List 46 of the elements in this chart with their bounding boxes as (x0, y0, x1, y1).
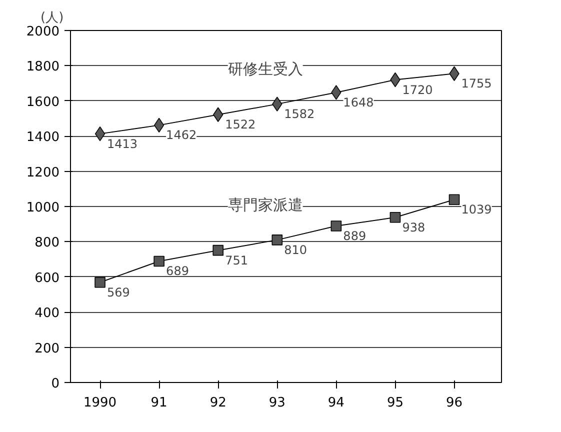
y-tick-label: 1600 (26, 94, 60, 110)
point (154, 118, 164, 133)
data-label: 751 (225, 253, 248, 268)
y-tick-label: 1800 (26, 60, 60, 75)
point (330, 220, 342, 232)
x-tick-label: 91 (150, 396, 168, 410)
y-tick-label: 2000 (26, 24, 60, 40)
point (390, 212, 401, 223)
data-label: 1039 (461, 202, 492, 217)
series-label: 研修生受入 (228, 60, 303, 78)
y-axis-title: (人) (40, 10, 64, 26)
x-tick-label: 94 (328, 396, 344, 410)
data-label: 689 (166, 264, 189, 278)
x-tick-label: 96 (446, 396, 463, 410)
y-tick-label: 1200 (26, 165, 60, 180)
y-tick-label: 400 (34, 306, 60, 322)
point (272, 96, 282, 112)
y-tick-label: 600 (34, 270, 60, 286)
point (212, 244, 224, 256)
point (448, 194, 460, 206)
data-label: 1648 (343, 95, 374, 110)
point (94, 276, 106, 288)
x-tick-label: 93 (268, 396, 286, 410)
x-tick-label: 92 (210, 396, 226, 410)
y-tick-label: 0 (51, 376, 60, 392)
point (94, 126, 106, 142)
data-label: 1413 (107, 136, 138, 151)
y-tick-label: 800 (34, 236, 60, 251)
x-tick-label: 95 (386, 396, 404, 410)
data-label: 569 (107, 285, 130, 300)
data-label: 938 (402, 220, 426, 234)
data-label: 889 (343, 229, 366, 244)
point (272, 234, 283, 246)
data-label: 1582 (284, 107, 315, 122)
data-label: 810 (284, 242, 308, 257)
series-label: 専門家派遣 (228, 196, 303, 214)
y-tick-label: 200 (34, 341, 60, 356)
point (331, 85, 342, 100)
y-tick-label: 1000 (26, 200, 60, 216)
data-label: 1522 (225, 118, 256, 132)
data-label: 1462 (166, 128, 197, 142)
point (154, 256, 164, 267)
y-tick-label: 1400 (26, 130, 60, 146)
x-tick-label: 1990 (83, 396, 117, 410)
data-label: 1720 (402, 82, 433, 97)
data-label: 1755 (461, 76, 492, 91)
